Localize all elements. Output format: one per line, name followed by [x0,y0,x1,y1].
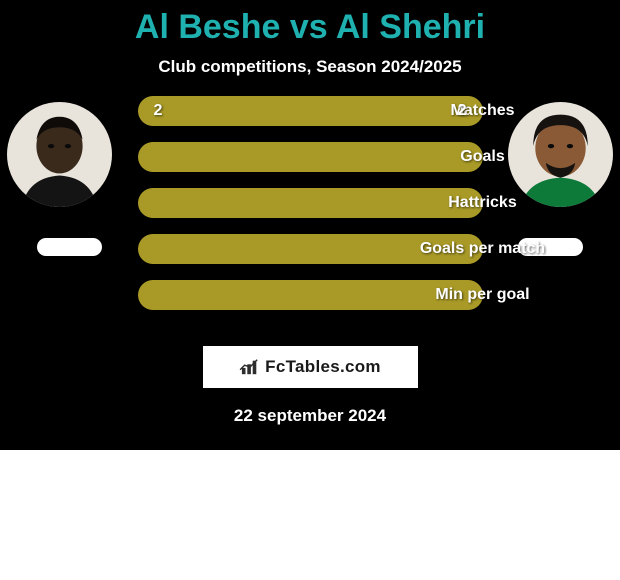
stat-row-gpm: Goals per match [138,234,483,264]
stat-label: Min per goal [310,280,620,310]
team-pill-left [37,238,102,256]
stats-bars: 2 Matches 2 Goals Hattricks Goals per ma… [138,96,483,310]
avatar-left-eye-l [48,144,54,148]
stat-value-left: 2 [154,96,163,126]
stat-row-hattricks: Hattricks [138,188,483,218]
player-avatar-left [7,102,112,207]
avatar-left-svg [7,102,112,207]
avatar-left-eye-r [65,144,71,148]
subtitle: Club competitions, Season 2024/2025 [0,57,620,77]
brand-box: FcTables.com [203,346,418,388]
middle-section: 2 Matches 2 Goals Hattricks Goals per ma… [0,102,620,342]
stat-row-mpg: Min per goal [138,280,483,310]
stat-row-goals: Goals [138,142,483,172]
chart-icon [239,358,261,376]
stat-value-right: 2 [458,96,467,126]
stat-label: Goals per match [310,234,620,264]
comparison-card: Al Beshe vs Al Shehri Club competitions,… [0,0,620,450]
stat-label: Hattricks [310,188,620,218]
date-line: 22 september 2024 [0,406,620,426]
stat-row-matches: 2 Matches 2 [138,96,483,126]
stat-label: Goals [310,142,620,172]
brand-text: FcTables.com [265,357,381,377]
page-title: Al Beshe vs Al Shehri [0,0,620,47]
